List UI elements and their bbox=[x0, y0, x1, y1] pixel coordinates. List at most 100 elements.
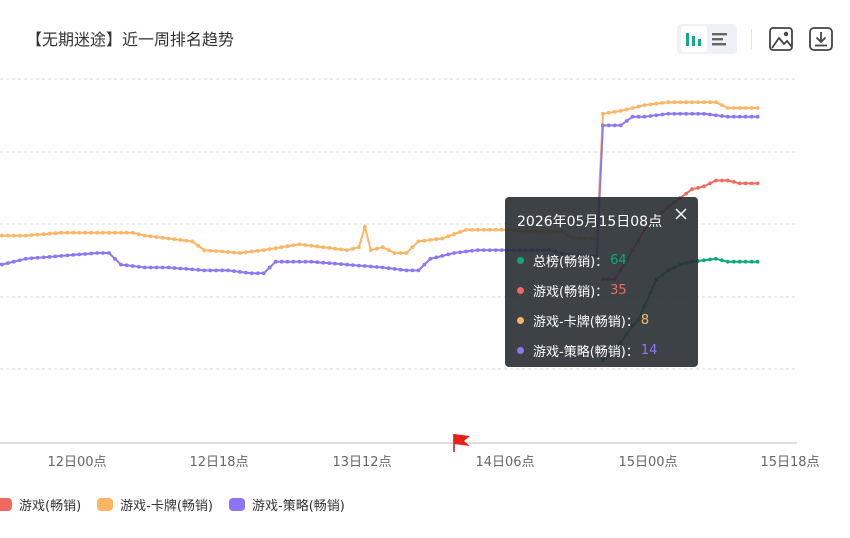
data-point bbox=[17, 258, 22, 263]
data-point bbox=[482, 227, 486, 232]
data-point bbox=[101, 251, 105, 255]
data-point bbox=[749, 114, 754, 119]
data-point bbox=[737, 106, 742, 110]
data-point bbox=[172, 266, 177, 270]
data-point bbox=[708, 100, 712, 105]
data-point bbox=[202, 268, 207, 273]
data-point bbox=[113, 256, 117, 261]
data-point bbox=[482, 248, 486, 253]
data-point bbox=[83, 230, 88, 235]
data-point bbox=[184, 267, 189, 271]
close-icon[interactable] bbox=[674, 207, 688, 221]
data-point bbox=[6, 233, 10, 238]
data-point bbox=[327, 261, 332, 265]
data-point bbox=[725, 106, 730, 110]
data-point bbox=[374, 265, 379, 269]
flag-icon[interactable] bbox=[453, 434, 470, 452]
data-point bbox=[470, 248, 474, 253]
data-point bbox=[499, 227, 504, 232]
data-point bbox=[351, 263, 355, 267]
data-point bbox=[731, 106, 736, 110]
data-point bbox=[678, 111, 683, 116]
series-dot bbox=[517, 286, 524, 294]
legend-item-game[interactable]: 游戏(畅销) bbox=[0, 495, 81, 514]
data-point bbox=[690, 100, 694, 105]
legend-item-card[interactable]: 游戏-卡牌(畅销) bbox=[97, 495, 213, 514]
data-point bbox=[130, 264, 135, 268]
legend-swatch bbox=[229, 498, 245, 511]
data-point bbox=[684, 191, 688, 196]
data-point bbox=[464, 227, 468, 232]
data-point bbox=[434, 255, 439, 260]
data-point bbox=[184, 238, 189, 243]
data-point bbox=[440, 254, 445, 258]
data-point bbox=[29, 233, 34, 238]
data-point bbox=[321, 260, 326, 265]
data-point bbox=[601, 111, 605, 116]
tooltip-label: 总榜(畅销)： bbox=[533, 254, 609, 270]
data-point bbox=[291, 259, 296, 264]
data-point bbox=[702, 258, 706, 263]
data-point bbox=[743, 181, 748, 186]
data-point bbox=[297, 259, 302, 264]
data-point bbox=[690, 187, 694, 192]
data-point bbox=[47, 255, 52, 259]
data-point bbox=[142, 265, 147, 270]
legend-label: 游戏-卡牌(畅销) bbox=[120, 499, 213, 514]
data-point bbox=[618, 123, 623, 128]
data-point bbox=[154, 235, 159, 239]
data-point bbox=[214, 249, 219, 254]
data-point bbox=[386, 266, 391, 271]
series-dot bbox=[517, 256, 524, 264]
data-point bbox=[190, 239, 195, 244]
chart-toolbar bbox=[677, 24, 836, 54]
data-point bbox=[178, 238, 183, 242]
toolbar-divider bbox=[751, 29, 752, 49]
data-point bbox=[345, 262, 349, 267]
data-point bbox=[142, 233, 147, 238]
data-point bbox=[654, 113, 659, 118]
data-point bbox=[0, 233, 4, 238]
data-point bbox=[101, 230, 105, 235]
x-tick-label: 15日00点 bbox=[618, 455, 677, 470]
data-point bbox=[749, 259, 754, 264]
download-button[interactable] bbox=[806, 24, 836, 54]
data-point bbox=[261, 271, 266, 276]
data-point bbox=[303, 243, 308, 247]
data-point bbox=[749, 181, 754, 186]
data-point bbox=[487, 248, 492, 253]
legend-item-strategy[interactable]: 游戏-策略(畅销) bbox=[229, 495, 345, 514]
series-group bbox=[0, 111, 760, 276]
data-point bbox=[648, 102, 653, 107]
data-point bbox=[357, 263, 361, 268]
data-point bbox=[398, 267, 403, 272]
data-point bbox=[303, 259, 308, 264]
data-point bbox=[690, 111, 694, 116]
data-point bbox=[380, 245, 385, 250]
data-point bbox=[119, 230, 123, 235]
data-point bbox=[422, 238, 427, 243]
data-point bbox=[737, 114, 742, 119]
list-view-button[interactable] bbox=[707, 26, 733, 52]
data-point bbox=[737, 181, 742, 186]
view-toggle bbox=[677, 24, 737, 54]
data-point bbox=[636, 104, 641, 109]
data-point bbox=[743, 114, 748, 119]
data-point bbox=[720, 178, 724, 183]
data-point bbox=[493, 248, 498, 253]
data-point bbox=[345, 248, 349, 253]
data-point bbox=[731, 180, 736, 184]
data-point bbox=[166, 236, 171, 241]
data-point bbox=[339, 262, 343, 266]
data-point bbox=[624, 107, 629, 112]
save-image-button[interactable] bbox=[766, 24, 796, 54]
flag-cloth bbox=[454, 434, 470, 446]
data-point bbox=[309, 259, 314, 264]
data-point bbox=[702, 100, 706, 105]
data-point bbox=[214, 268, 219, 273]
chart-view-button[interactable] bbox=[681, 26, 707, 52]
data-point bbox=[238, 251, 242, 255]
chart-tooltip: 2026年05月15日08点 总榜(畅销)： 64 游戏(畅销)： 35 游戏-… bbox=[505, 197, 698, 367]
data-point bbox=[71, 230, 76, 235]
data-point bbox=[279, 259, 284, 264]
